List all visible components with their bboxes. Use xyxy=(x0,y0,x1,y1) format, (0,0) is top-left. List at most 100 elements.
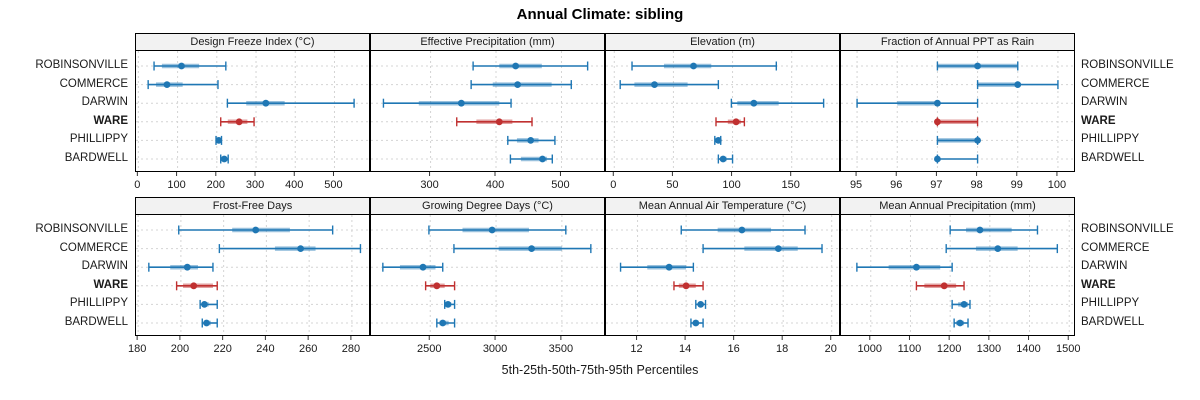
x-tick-label: 0 xyxy=(610,179,616,191)
median-dot-ware xyxy=(940,282,948,290)
median-dot-bardwell xyxy=(934,155,941,163)
median-dot-bardwell xyxy=(539,155,546,163)
median-dot-bardwell xyxy=(692,319,700,327)
median-dot-phillippy xyxy=(960,301,968,308)
x-tick-label: 95 xyxy=(850,179,862,191)
median-dot-phillippy xyxy=(444,301,452,308)
x-tick-label: 500 xyxy=(551,179,569,191)
row-label-left-ware: WARE xyxy=(93,278,129,291)
x-tick-label: 200 xyxy=(171,343,189,355)
x-tick-label: 0 xyxy=(134,179,140,191)
x-axis: 12 14 16 18 20 xyxy=(630,336,837,355)
x-tick-label: 100 xyxy=(1048,179,1066,191)
median-dot-robinsonville xyxy=(488,226,496,234)
median-dot-bardwell xyxy=(220,155,228,163)
row-label-right-commerce: COMMERCE xyxy=(1081,241,1150,254)
row-label-right-robinsonville: ROBINSONVILLE xyxy=(1081,59,1174,71)
row-label-right-bardwell: BARDWELL xyxy=(1081,316,1145,328)
x-tick-label: 3500 xyxy=(549,343,573,355)
panel-strip-title: Fraction of Annual PPT as Rain xyxy=(840,33,1075,51)
panel-plot-area xyxy=(605,215,840,336)
x-tick-label: 400 xyxy=(285,179,303,191)
x-tick-label: 50 xyxy=(666,179,678,191)
row-label-right-phillippy: PHILLIPPY xyxy=(1081,297,1140,310)
x-tick-label: 240 xyxy=(256,343,274,355)
row-label-right-darwin: DARWIN xyxy=(1081,260,1128,273)
median-dot-commerce xyxy=(163,81,171,88)
panel-strip-title: Mean Annual Air Temperature (°C) xyxy=(605,197,840,215)
x-axis: 180 200 220 240 260 280 xyxy=(128,336,360,355)
median-dot-ware xyxy=(235,118,243,126)
chart-title: Annual Climate: sibling xyxy=(516,6,684,23)
x-tick-label: 400 xyxy=(486,179,504,191)
row-label-left-robinsonville: ROBINSONVILLE xyxy=(35,223,128,235)
panel-mean-annual-air-temperature-c: Mean Annual Air Temperature (°C) 12 14 16 18… xyxy=(605,197,840,362)
row-label-left-phillippy: PHILLIPPY xyxy=(69,133,128,146)
x-tick-label: 100 xyxy=(167,179,185,191)
percentiles-caption: 5th-25th-50th-75th-95th Percentiles xyxy=(501,363,699,377)
x-tick-label: 150 xyxy=(782,179,800,191)
x-tick-label: 2500 xyxy=(417,343,441,355)
row-label-left-darwin: DARWIN xyxy=(81,96,128,109)
panel-mean-annual-precipitation-mm: Mean Annual Precipitation (mm) 1000 1100 12… xyxy=(840,197,1080,362)
x-axis: 1000 1100 1200 1300 1400 1500 xyxy=(858,336,1080,355)
row-label-left-bardwell: BARDWELL xyxy=(64,316,128,328)
row-label-left-commerce: COMMERCE xyxy=(59,77,128,90)
median-dot-robinsonville xyxy=(976,226,984,234)
x-tick-label: 14 xyxy=(679,343,691,355)
panel-plot-area xyxy=(370,51,605,172)
median-dot-robinsonville xyxy=(690,62,697,70)
x-tick-label: 18 xyxy=(776,343,788,355)
x-tick-label: 1400 xyxy=(1016,343,1040,355)
median-dot-bardwell xyxy=(956,319,964,327)
panel-strip-title: Growing Degree Days (°C) xyxy=(370,197,605,215)
x-tick-label: 97 xyxy=(930,179,942,191)
x-tick-label: 96 xyxy=(890,179,902,191)
median-dot-ware xyxy=(433,282,441,290)
x-tick-label: 98 xyxy=(970,179,982,191)
x-tick-label: 1300 xyxy=(977,343,1001,355)
row-label-left-commerce: COMMERCE xyxy=(59,241,128,254)
x-tick-label: 220 xyxy=(213,343,231,355)
x-tick-label: 99 xyxy=(1011,179,1023,191)
panel-plot-area xyxy=(840,215,1075,336)
median-dot-ware xyxy=(732,118,740,126)
x-axis: 2500 3000 3500 xyxy=(417,336,573,355)
panel-strip-title: Elevation (m) xyxy=(605,33,840,51)
median-dot-darwin xyxy=(419,263,427,271)
x-tick-label: 260 xyxy=(299,343,317,355)
row-label-right-robinsonville: ROBINSONVILLE xyxy=(1081,223,1174,235)
panel-strip-title: Design Freeze Index (°C) xyxy=(135,33,370,51)
x-tick-label: 12 xyxy=(630,343,642,355)
x-axis: 0 100 200 300 400 500 xyxy=(134,172,343,191)
median-dot-commerce xyxy=(994,245,1002,252)
x-tick-label: 300 xyxy=(246,179,264,191)
panel-fraction-of-annual-ppt-as-rain: Fraction of Annual PPT as Rain 95 96 97 98 99… xyxy=(840,33,1075,198)
row-label-left-darwin: DARWIN xyxy=(81,260,128,273)
x-tick-label: 20 xyxy=(825,343,837,355)
median-dot-darwin xyxy=(262,99,270,107)
median-dot-robinsonville xyxy=(178,62,185,70)
median-dot-ware xyxy=(495,118,503,126)
x-axis: 300 400 500 xyxy=(420,172,570,191)
x-tick-label: 1500 xyxy=(1056,343,1080,355)
row-label-left-bardwell: BARDWELL xyxy=(64,152,128,164)
median-dot-phillippy xyxy=(714,137,722,144)
panel-plot-area xyxy=(135,215,370,336)
row-label-right-darwin: DARWIN xyxy=(1081,96,1128,109)
median-dot-darwin xyxy=(934,99,941,107)
median-dot-robinsonville xyxy=(512,62,520,70)
median-dot-bardwell xyxy=(439,319,447,327)
median-dot-bardwell xyxy=(203,319,210,327)
x-tick-label: 1100 xyxy=(898,343,922,355)
row-label-right-ware: WARE xyxy=(1081,114,1116,127)
median-dot-robinsonville xyxy=(738,226,746,234)
row-label-right-phillippy: PHILLIPPY xyxy=(1081,133,1140,146)
median-dot-commerce xyxy=(297,245,304,252)
x-tick-label: 200 xyxy=(207,179,225,191)
x-tick-label: 3000 xyxy=(483,343,507,355)
panel-effective-precipitation-mm: Effective Precipitation (mm) 300 400 500 xyxy=(370,33,605,198)
panel-plot-area xyxy=(605,51,840,172)
median-dot-phillippy xyxy=(215,137,223,144)
